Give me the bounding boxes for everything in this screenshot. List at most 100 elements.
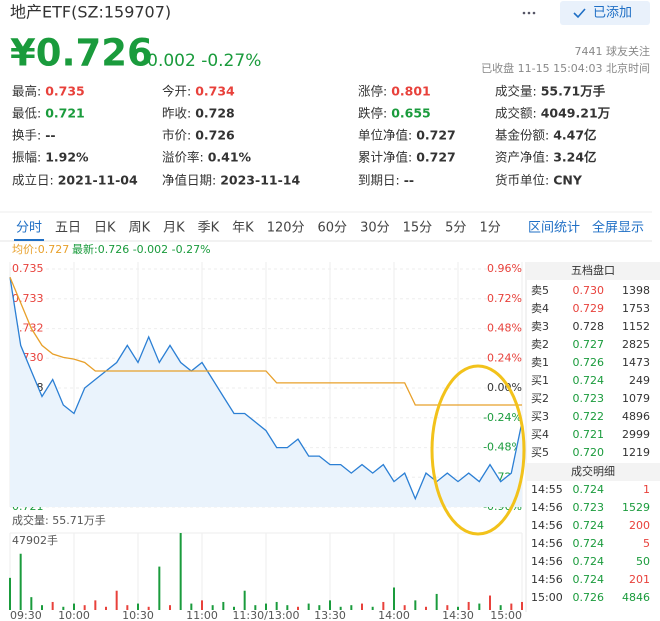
stat-label: 成交量:: [495, 84, 537, 99]
stat-value: 0.655: [391, 106, 431, 121]
volume-bar: [499, 605, 502, 610]
stat-value: CNY: [553, 173, 583, 188]
stat-label: 基金份额:: [495, 128, 549, 143]
stat-value: 55.71万手: [541, 84, 606, 99]
x-tick-label: 10:00: [58, 609, 90, 621]
volume-bar: [467, 601, 470, 610]
stat-label: 涨停:: [358, 84, 387, 99]
book-qty: 2825: [622, 338, 650, 351]
tab[interactable]: 5分: [445, 221, 466, 236]
trade-price: 0.723: [573, 501, 605, 514]
more-icon[interactable]: [522, 11, 536, 15]
tab[interactable]: 五日: [55, 221, 81, 236]
volume-bar: [425, 606, 427, 610]
book-label: 卖4: [531, 302, 549, 315]
volume-bar: [30, 597, 33, 610]
tab[interactable]: 日K: [94, 221, 116, 236]
tab[interactable]: 15分: [403, 221, 433, 236]
check-icon: [573, 8, 586, 19]
volume-bar: [147, 606, 150, 610]
x-tick-label: 14:30: [442, 609, 474, 621]
x-tick-label: 13:30: [314, 609, 346, 621]
book-qty: 4896: [622, 410, 650, 423]
volume-bar: [41, 605, 43, 610]
book-label: 买2: [531, 392, 549, 405]
stat-value: 0.721: [45, 106, 85, 121]
volume-bar: [222, 601, 225, 610]
book-price: 0.729: [573, 302, 605, 315]
volume-bar: [361, 603, 363, 610]
trade-price: 0.724: [573, 483, 605, 496]
book-price: 0.722: [573, 410, 605, 423]
volume-bar: [371, 606, 374, 610]
volume-bar: [201, 600, 203, 610]
stat-value: 3.24亿: [553, 150, 596, 165]
y2-tick-label: 0.96%: [487, 262, 522, 275]
book-price: 0.726: [573, 356, 605, 369]
stat-label: 到期日:: [358, 173, 400, 188]
stat-value: 0.801: [391, 84, 431, 99]
volume-bar: [339, 606, 342, 610]
book-label: 卖2: [531, 338, 549, 351]
volume-bar: [265, 603, 267, 610]
stat-value: 1.92%: [45, 150, 89, 165]
stat-label: 货币单位:: [495, 173, 549, 188]
book-price: 0.724: [573, 374, 605, 387]
book-price: 0.721: [573, 428, 605, 441]
book-price: 0.720: [573, 446, 605, 459]
panel-title: 五档盘口: [571, 263, 615, 277]
book-qty: 1079: [622, 392, 650, 405]
book-label: 买4: [531, 428, 549, 441]
tab[interactable]: 30分: [360, 221, 390, 236]
tab[interactable]: 120分: [267, 221, 305, 236]
y2-tick-label: 0.00%: [487, 381, 522, 394]
x-tick-label: 14:00: [378, 609, 410, 621]
tab-action[interactable]: 区间统计: [528, 221, 580, 236]
tab[interactable]: 年K: [232, 221, 254, 236]
legend-avg: 均价:0.727: [12, 243, 69, 256]
tab[interactable]: 分时: [16, 221, 42, 236]
tab[interactable]: 1分: [479, 221, 500, 236]
trade-qty: 1529: [622, 501, 650, 514]
x-tick-label: 15:00: [490, 609, 522, 621]
trade-time: 14:56: [531, 501, 563, 514]
tab[interactable]: 60分: [318, 221, 348, 236]
stat-value: 2021-11-04: [58, 173, 138, 188]
stat-label: 单位净值:: [358, 128, 412, 143]
book-qty: 1219: [622, 446, 650, 459]
tab-action[interactable]: 全屏显示: [592, 220, 644, 236]
trade-time: 14:56: [531, 555, 563, 568]
tab[interactable]: 月K: [163, 221, 185, 236]
volume-bar: [83, 605, 86, 610]
volume-title: 成交量: 55.71万手: [12, 513, 106, 527]
trade-time: 15:00: [531, 591, 563, 604]
stat-value: 2023-11-14: [220, 173, 300, 188]
volume-bar: [179, 533, 182, 610]
volume-bar: [73, 603, 75, 610]
stat-value: 0.734: [195, 84, 235, 99]
volume-bar: [307, 603, 310, 610]
trade-qty: 4846: [622, 591, 650, 604]
panel-title: 成交明细: [571, 464, 615, 478]
stat-label: 资产净值:: [495, 150, 549, 165]
status: 已收盘 11-15 15:04:03 北京时间: [481, 61, 650, 75]
tab[interactable]: 季K: [198, 221, 220, 236]
button-label[interactable]: 已添加: [593, 6, 632, 21]
volume-bar: [94, 600, 97, 610]
stat-value: 0.726: [195, 128, 235, 143]
book-qty: 1473: [622, 356, 650, 369]
trade-price: 0.726: [573, 591, 605, 604]
stat-label: 最高:: [12, 84, 41, 99]
tab[interactable]: 周K: [129, 221, 151, 236]
book-price: 0.723: [573, 392, 605, 405]
y-tick-label: 0.732: [12, 322, 44, 335]
follow-button[interactable]: [560, 1, 650, 25]
price: ¥0.726: [10, 32, 153, 75]
volume-bar: [521, 601, 523, 610]
trade-time: 14:56: [531, 573, 563, 586]
x-tick-label: 11:30/13:00: [232, 609, 299, 621]
volume-bar: [254, 605, 257, 610]
stat-value: 0.41%: [208, 150, 252, 165]
stat-label: 溢价率:: [162, 150, 204, 165]
